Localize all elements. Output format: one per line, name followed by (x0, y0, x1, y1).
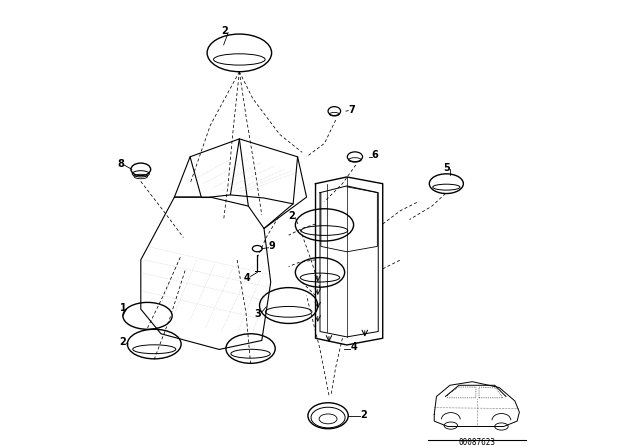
Text: 2: 2 (360, 410, 367, 420)
Text: 7: 7 (348, 105, 355, 115)
Text: 4: 4 (244, 273, 250, 283)
Text: 00087623: 00087623 (458, 438, 495, 447)
Text: 2: 2 (120, 337, 126, 347)
Text: 2: 2 (221, 26, 228, 36)
Text: 3: 3 (254, 310, 260, 319)
Text: 2: 2 (289, 211, 295, 221)
Text: 6: 6 (372, 151, 378, 160)
Text: 1: 1 (120, 303, 126, 313)
Text: 4: 4 (350, 342, 357, 352)
Text: 9: 9 (269, 241, 275, 251)
Text: 8: 8 (117, 159, 124, 168)
Text: 5: 5 (443, 163, 450, 173)
